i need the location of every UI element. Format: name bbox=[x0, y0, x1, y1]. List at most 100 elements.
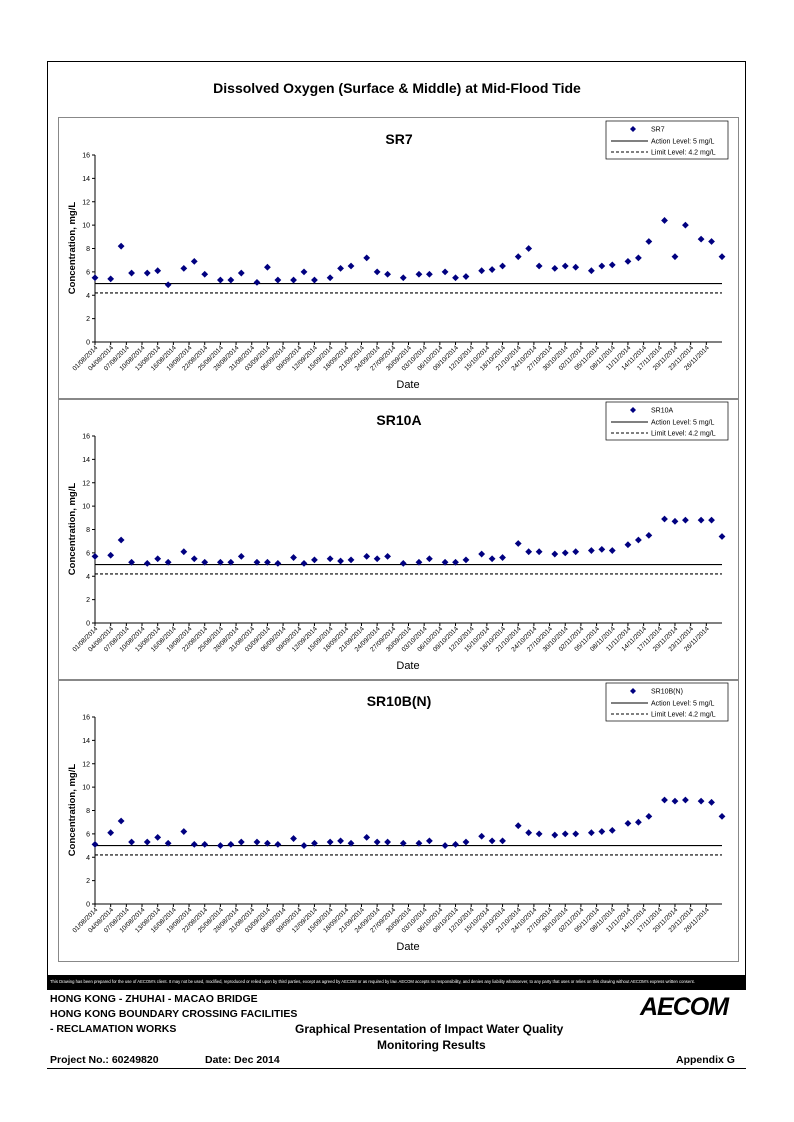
x-axis-title: Date bbox=[396, 941, 419, 953]
data-point bbox=[227, 276, 235, 284]
data-point bbox=[143, 838, 151, 846]
legend-label: SR7 bbox=[651, 127, 665, 134]
disclaimer-bar: This Drawing has been prepared for the u… bbox=[47, 975, 746, 989]
data-point bbox=[201, 558, 209, 566]
data-point bbox=[363, 833, 371, 841]
data-point bbox=[326, 838, 334, 846]
data-point bbox=[107, 551, 115, 559]
data-point bbox=[488, 266, 496, 273]
y-tick-label: 10 bbox=[82, 504, 90, 511]
chart-title: SR10A bbox=[376, 412, 421, 428]
data-point bbox=[572, 830, 580, 838]
data-point bbox=[300, 842, 308, 849]
data-point bbox=[635, 536, 642, 544]
data-point bbox=[535, 548, 543, 556]
data-point bbox=[697, 797, 705, 805]
data-point bbox=[587, 829, 595, 837]
y-tick-label: 8 bbox=[86, 527, 90, 534]
y-tick-label: 14 bbox=[82, 176, 90, 183]
data-point bbox=[452, 558, 459, 566]
legend-marker bbox=[630, 407, 636, 413]
data-point bbox=[426, 837, 433, 845]
y-tick-label: 2 bbox=[86, 316, 90, 323]
data-point bbox=[499, 837, 506, 845]
chart-sr10a: 024681012141601/08/201404/08/201407/08/2… bbox=[67, 401, 729, 672]
data-point bbox=[337, 557, 344, 565]
data-point bbox=[290, 835, 297, 842]
data-point bbox=[154, 833, 162, 841]
data-point bbox=[264, 263, 271, 271]
legend-marker bbox=[630, 126, 636, 132]
y-tick-label: 8 bbox=[86, 246, 90, 253]
data-point bbox=[91, 274, 99, 282]
data-point bbox=[237, 552, 245, 560]
legend-marker bbox=[630, 688, 636, 694]
data-point bbox=[708, 798, 715, 806]
y-tick-label: 16 bbox=[82, 434, 90, 441]
data-point bbox=[718, 253, 726, 261]
y-tick-label: 16 bbox=[82, 153, 90, 160]
data-point bbox=[311, 276, 318, 284]
data-point bbox=[399, 839, 407, 847]
data-point bbox=[128, 838, 135, 846]
data-point bbox=[373, 838, 381, 846]
data-point bbox=[117, 242, 125, 250]
data-point bbox=[682, 796, 689, 804]
data-point bbox=[661, 796, 668, 804]
data-point bbox=[154, 267, 162, 275]
legend-label: Action Level: 5 mg/L bbox=[651, 139, 715, 146]
data-point bbox=[499, 554, 506, 561]
data-point bbox=[337, 837, 344, 845]
data-point bbox=[363, 552, 371, 560]
data-point bbox=[624, 541, 632, 549]
y-tick-label: 0 bbox=[86, 340, 90, 347]
report-title-line-2: Monitoring Results bbox=[377, 1038, 486, 1052]
data-point bbox=[608, 261, 616, 269]
data-point bbox=[415, 839, 423, 847]
data-point bbox=[190, 840, 198, 848]
y-tick-label: 12 bbox=[82, 199, 90, 206]
page-frame bbox=[47, 61, 746, 990]
data-point bbox=[201, 840, 209, 848]
data-point bbox=[441, 558, 449, 566]
data-point bbox=[426, 555, 433, 563]
data-point bbox=[671, 797, 679, 805]
data-point bbox=[624, 819, 632, 827]
data-point bbox=[535, 830, 543, 838]
chart-panel-sr10a: 0 2 4 6 8 10 12 14 16 01/08/2014 04/08/2014 07/08/2… bbox=[58, 398, 739, 681]
y-tick-label: 2 bbox=[86, 878, 90, 885]
data-point bbox=[164, 281, 172, 289]
data-point bbox=[180, 548, 188, 556]
data-point bbox=[708, 238, 715, 245]
data-point bbox=[274, 276, 282, 284]
data-point bbox=[300, 268, 308, 276]
legend-label: Limit Level: 4.2 mg/L bbox=[651, 431, 716, 438]
y-tick-label: 14 bbox=[82, 457, 90, 464]
data-point bbox=[551, 831, 559, 839]
data-point bbox=[645, 812, 653, 820]
data-point bbox=[452, 840, 459, 848]
legend-label: SR10A bbox=[651, 408, 674, 415]
data-point bbox=[514, 253, 522, 261]
data-point bbox=[227, 558, 235, 566]
y-tick-label: 12 bbox=[82, 761, 90, 768]
data-point bbox=[635, 818, 642, 826]
data-point bbox=[478, 267, 486, 275]
y-axis-title: Concentration, mg/L bbox=[67, 483, 78, 576]
y-axis-title: Concentration, mg/L bbox=[67, 764, 78, 857]
data-point bbox=[415, 270, 423, 278]
data-point bbox=[598, 828, 606, 835]
legend-label: Action Level: 5 mg/L bbox=[651, 701, 715, 708]
data-point bbox=[452, 274, 459, 282]
data-point bbox=[572, 548, 580, 556]
data-point bbox=[107, 275, 115, 283]
legend-box bbox=[605, 401, 729, 441]
data-point bbox=[384, 838, 391, 846]
data-point bbox=[190, 257, 198, 265]
data-point bbox=[373, 268, 381, 276]
data-point bbox=[237, 838, 245, 846]
x-axis-title: Date bbox=[396, 379, 419, 391]
aecom-logo: AECOM bbox=[640, 993, 729, 1021]
data-point bbox=[91, 840, 99, 848]
y-tick-label: 14 bbox=[82, 738, 90, 745]
